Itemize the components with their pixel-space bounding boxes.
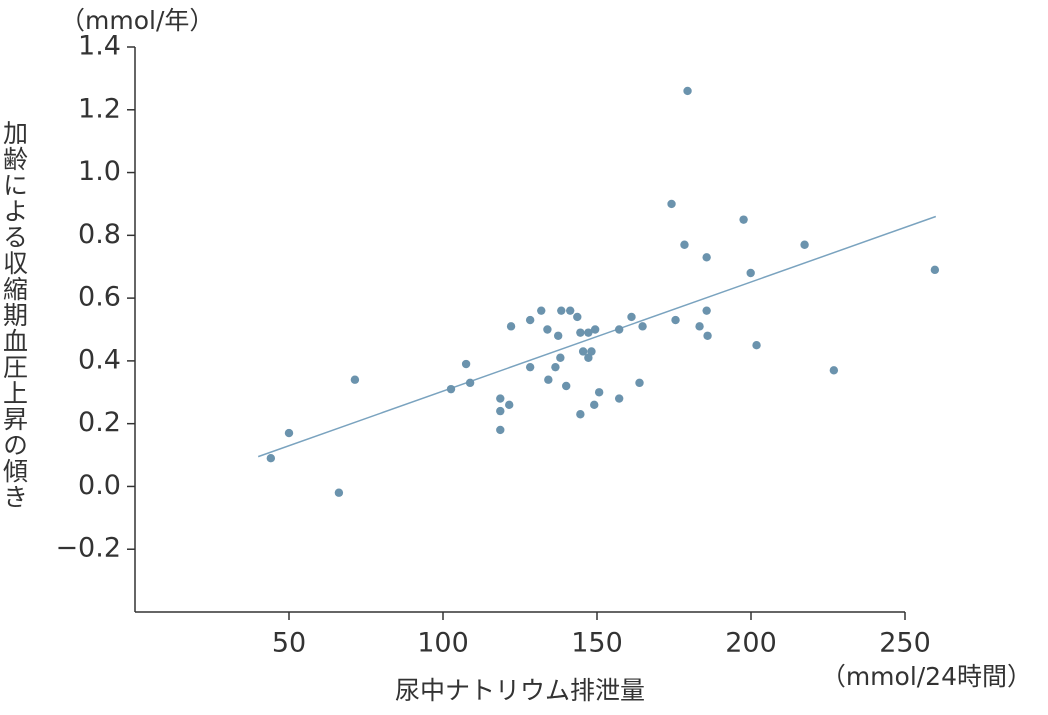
point (667, 199, 676, 209)
point (829, 366, 839, 375)
point (525, 315, 535, 325)
point (551, 362, 560, 372)
y-tick-label: 0.8 (78, 219, 121, 250)
point (562, 381, 571, 391)
point (702, 306, 711, 315)
point (544, 375, 553, 384)
point (683, 86, 692, 96)
trend-line (257, 215, 937, 458)
point (695, 322, 704, 331)
point (703, 331, 712, 340)
point (746, 268, 755, 278)
point (590, 400, 599, 410)
point (266, 453, 276, 463)
point (680, 240, 689, 249)
x-tick-label: 150 (571, 628, 623, 659)
x-tick-label: 250 (879, 628, 931, 659)
point (587, 347, 596, 356)
point (614, 394, 624, 403)
point (671, 315, 680, 325)
point (594, 388, 604, 397)
point (350, 375, 360, 384)
y-tick-label: 0.0 (78, 470, 121, 501)
y-tick-label: 0.6 (78, 282, 121, 313)
point (505, 400, 514, 410)
point (739, 215, 748, 224)
point (590, 325, 600, 334)
point (702, 253, 711, 262)
y-tick-label: 1.2 (78, 93, 121, 124)
point (446, 384, 456, 394)
x-axis-label: 尿中ナトリウム排泄量 (395, 676, 645, 705)
y-tick-label: 0.4 (78, 344, 121, 375)
point (578, 347, 588, 356)
point (465, 378, 475, 388)
point (584, 328, 593, 337)
point (752, 340, 761, 350)
point (496, 406, 505, 416)
point (635, 378, 644, 388)
x-tick-label: 100 (417, 628, 469, 659)
point (496, 425, 505, 435)
point (525, 362, 535, 372)
point (553, 331, 563, 340)
point (576, 328, 585, 337)
point (461, 359, 471, 369)
x-tick-label: 50 (272, 628, 306, 659)
y-unit: （mmol/年） (60, 6, 214, 35)
y-tick-label: 1.0 (78, 156, 121, 187)
point (506, 322, 516, 331)
point (557, 306, 566, 315)
y-axis-label: 加齢による収縮期血圧上昇の傾き (0, 120, 29, 510)
point (573, 312, 582, 322)
point (284, 428, 294, 438)
point (638, 322, 647, 331)
y-tick-label: 0.2 (78, 407, 121, 438)
y-tick-label: 1.4 (78, 31, 121, 62)
point (537, 306, 546, 315)
point (584, 353, 593, 362)
point (543, 325, 552, 334)
x-unit: （mmol/24時間） (821, 662, 1032, 691)
point (614, 325, 624, 334)
y-tick-label: −0.2 (55, 533, 121, 564)
point (566, 306, 575, 315)
point (930, 265, 940, 275)
x-tick-label: 200 (725, 628, 777, 659)
point (627, 312, 636, 322)
point (800, 240, 809, 249)
point (556, 353, 565, 362)
point (576, 410, 585, 419)
point (334, 488, 344, 497)
point (496, 394, 505, 403)
